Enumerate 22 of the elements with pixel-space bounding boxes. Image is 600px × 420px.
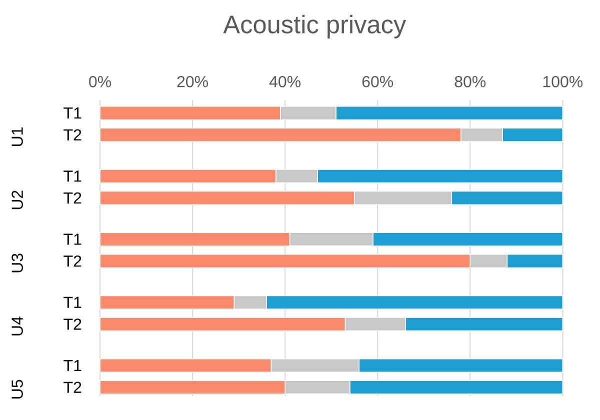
x-tick-label: 20% — [177, 76, 208, 88]
x-tick-label: 0% — [89, 76, 111, 88]
y-tick-label: T1 — [64, 170, 82, 182]
text: U2 — [12, 190, 23, 210]
x-tick-label: 40% — [269, 76, 301, 88]
y-tick-label: T1 — [64, 360, 82, 372]
text: U1 — [12, 128, 23, 146]
y-tick-label: T1 — [64, 296, 82, 308]
y-tick-label: T2 — [64, 192, 82, 204]
chart-title: Acoustic privacy — [223, 14, 406, 38]
y-tick-label: T2 — [64, 318, 82, 330]
y-tick-label: T2 — [64, 255, 82, 267]
y-tick-label: T2 — [64, 382, 82, 393]
y-tick-label: T1 — [64, 234, 82, 245]
x-tick-label: 80% — [454, 76, 486, 88]
text: U5 — [12, 380, 23, 398]
x-tick-label: 100% — [543, 76, 583, 88]
text: U4 — [12, 316, 23, 336]
x-tick-label: 60% — [362, 76, 394, 88]
y-tick-label: T2 — [64, 129, 82, 140]
y-tick-label: T1 — [64, 108, 82, 119]
text: U3 — [12, 254, 23, 272]
